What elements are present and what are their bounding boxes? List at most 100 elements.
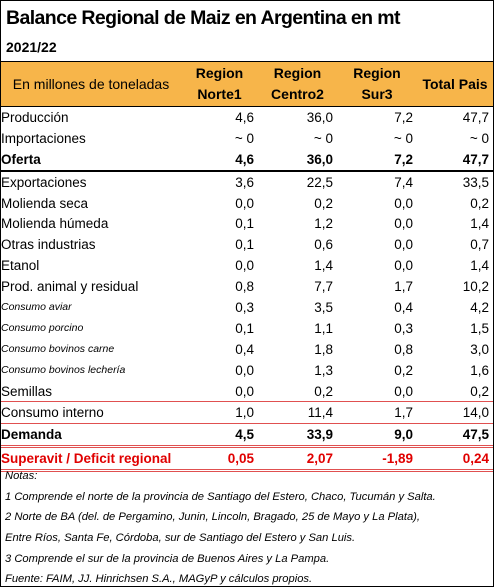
value-cell: 0,8: [235, 279, 254, 295]
value-cell: 1,1: [314, 320, 333, 336]
value-cell: 22,5: [306, 174, 333, 190]
table-row: Prod. animal y residual 0,8 7,7 1,7 10,2: [1, 276, 493, 297]
row-label: Etanol: [1, 258, 40, 274]
value-cell: 0,05: [181, 445, 258, 473]
table-row: Consumo porcino 0,1 1,1 0,3 1,5: [1, 318, 493, 339]
note-line: Entre Ríos, Santa Fe, Córdoba, sur de Sa…: [5, 532, 356, 545]
value-cell: 0,0: [394, 195, 413, 211]
row-label: Consumo interno: [1, 401, 181, 425]
row-label: Consumo aviar: [1, 301, 72, 314]
value-cell: 47,5: [462, 427, 489, 443]
table-row: Superavit / Deficit regional 0,05 2,07 -1,8…: [1, 445, 493, 473]
subtitle: 2021/22: [6, 39, 57, 55]
value-cell: ~ 0: [393, 130, 413, 146]
value-cell: 0,0: [394, 258, 413, 274]
row-label: Exportaciones: [1, 174, 87, 190]
row-label: Consumo porcino: [1, 322, 84, 335]
value-cell: 0,24: [417, 445, 493, 473]
note-line: Fuente: FAIM, JJ. Hinrichsen S.A., MAGyP…: [5, 573, 313, 586]
value-cell: 0,0: [235, 195, 254, 211]
table-row: Consumo bovinos carne 0,4 1,8 0,8 3,0: [1, 339, 493, 360]
table-row: Consumo interno 1,0 11,4 1,7 14,0: [1, 401, 493, 425]
value-cell: 4,6: [181, 148, 258, 172]
table-row: Oferta 4,6 36,0 7,2 47,7: [1, 148, 493, 172]
value-cell: 0,4: [394, 299, 413, 315]
table-row: Demanda 4,5 33,9 9,0 47,5: [1, 424, 493, 447]
value-cell: 0,0: [394, 216, 413, 232]
header-cell: Total Pais: [417, 61, 493, 107]
table-row: Consumo bovinos lechería 0,0 1,3 0,2 1,6: [1, 360, 493, 381]
value-cell: 1,5: [470, 320, 489, 336]
value-cell: 33,9: [306, 427, 333, 443]
value-cell: 0,0: [394, 383, 413, 399]
value-cell: 0,6: [314, 237, 333, 253]
table-row: Exportaciones 3,6 22,5 7,4 33,5: [1, 171, 493, 193]
value-cell: 0,2: [470, 383, 489, 399]
value-cell: 0,0: [235, 383, 254, 399]
value-cell: ~ 0: [313, 130, 333, 146]
value-cell: 0,8: [394, 341, 413, 357]
header-cell: En millones de toneladas: [1, 61, 181, 107]
row-label: Prod. animal y residual: [1, 279, 139, 295]
row-label: Producción: [1, 109, 69, 125]
value-cell: 14,0: [417, 401, 493, 425]
row-label: Oferta: [1, 148, 181, 172]
value-cell: 0,1: [235, 237, 254, 253]
value-cell: 47,7: [462, 109, 489, 125]
header-cell: Region Centro2: [258, 61, 337, 107]
table-row: Producción 4,6 36,0 7,2 47,7: [1, 107, 493, 128]
value-cell: 1,2: [314, 216, 333, 232]
value-cell: 7,2: [394, 109, 413, 125]
table-row: Molienda seca 0,0 0,2 0,0 0,2: [1, 193, 493, 214]
note-line: Notas:: [5, 470, 38, 482]
row-label: Consumo bovinos lechería: [1, 364, 126, 377]
value-cell: 1,6: [470, 362, 489, 378]
row-label: Molienda seca: [1, 195, 89, 211]
value-cell: 33,5: [462, 174, 489, 190]
header-cell: Region Norte1: [181, 61, 258, 107]
notes: Notas: 1 Comprende el norte de la provinc…: [5, 466, 436, 586]
value-cell: 0,2: [470, 195, 489, 211]
row-label: Demanda: [1, 427, 62, 443]
table-row: Etanol 0,0 1,4 0,0 1,4: [1, 255, 493, 276]
value-cell: 4,2: [470, 299, 489, 315]
row-label: Semillas: [1, 383, 53, 399]
value-cell: 0,4: [235, 341, 254, 357]
row-label: Molienda húmeda: [1, 216, 109, 232]
value-cell: 10,2: [462, 279, 489, 295]
balance-table: En millones de toneladas Region Norte1 Reg…: [1, 61, 493, 473]
value-cell: 1,7: [337, 401, 417, 425]
value-cell: 47,7: [417, 148, 493, 172]
value-cell: 0,1: [235, 216, 254, 232]
value-cell: 1,8: [314, 341, 333, 357]
value-cell: ~ 0: [234, 130, 254, 146]
value-cell: 0,0: [235, 362, 254, 378]
row-label: Otras industrias: [1, 237, 96, 253]
row-label: Importaciones: [1, 130, 86, 146]
value-cell: 0,3: [394, 320, 413, 336]
note-line: 1 Comprende el norte de la provincia de …: [5, 490, 436, 503]
value-cell: ~ 0: [469, 130, 489, 146]
value-cell: 0,7: [470, 237, 489, 253]
value-cell: 0,3: [235, 299, 254, 315]
row-label: Superavit / Deficit regional: [1, 445, 181, 473]
value-cell: 9,0: [394, 427, 413, 443]
row-label: Consumo bovinos carne: [1, 343, 115, 356]
value-cell: 7,2: [337, 148, 417, 172]
value-cell: 0,0: [394, 237, 413, 253]
value-cell: 7,7: [314, 279, 333, 295]
value-cell: 4,5: [235, 427, 254, 443]
value-cell: 1,3: [314, 362, 333, 378]
value-cell: -1,89: [337, 445, 417, 473]
value-cell: 0,2: [394, 362, 413, 378]
value-cell: 2,07: [258, 445, 337, 473]
table-row: Semillas 0,0 0,2 0,0 0,2: [1, 381, 493, 402]
value-cell: 1,7: [394, 279, 413, 295]
table-row: Otras industrias 0,1 0,6 0,0 0,7: [1, 234, 493, 255]
value-cell: 36,0: [258, 148, 337, 172]
value-cell: 11,4: [258, 401, 337, 425]
value-cell: 4,6: [235, 109, 254, 125]
note-line: 3 Comprende el sur de la provincia de Bu…: [5, 552, 330, 565]
value-cell: 0,2: [314, 383, 333, 399]
